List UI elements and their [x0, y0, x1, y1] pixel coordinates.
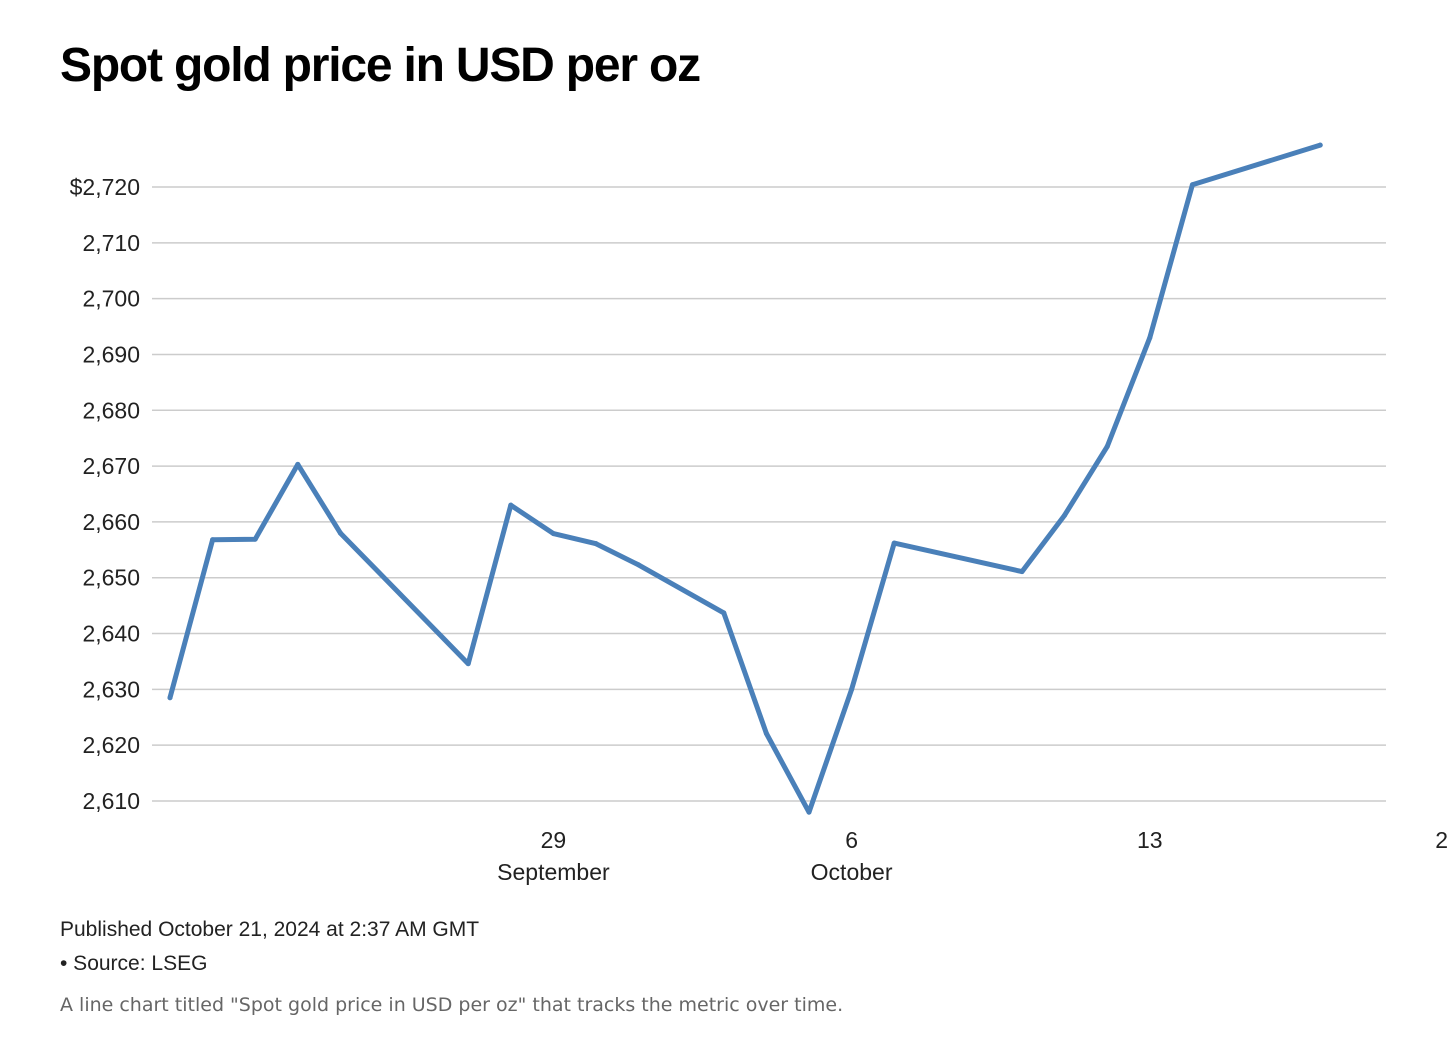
data-point — [465, 661, 471, 667]
x-tick-month-label: September — [497, 859, 610, 885]
y-axis-tick-labels: $2,720 2,710 2,700 2,690 2,680 2,670 2,660 2,65… — [70, 174, 140, 814]
gridlines — [152, 186, 1386, 802]
x-tick-label: 29 — [541, 827, 567, 853]
series-line — [167, 142, 1323, 815]
chart-title: Spot gold price in USD per oz — [60, 39, 701, 92]
data-point — [1104, 444, 1110, 450]
y-tick-label: 2,630 — [82, 676, 140, 702]
y-tick-label: 2,700 — [82, 286, 140, 312]
line-chart: $2,720 2,710 2,700 2,690 2,680 2,670 2,660 2,65… — [70, 142, 1448, 885]
published-timestamp: Published October 21, 2024 at 2:37 AM GM… — [60, 918, 480, 941]
data-point — [1062, 512, 1068, 518]
y-tick-label: 2,660 — [82, 509, 140, 535]
y-tick-label: 2,690 — [82, 341, 140, 367]
y-tick-label: 2,650 — [82, 565, 140, 591]
y-tick-label: 2,670 — [82, 453, 140, 479]
y-tick-label: 2,640 — [82, 621, 140, 647]
data-point — [252, 536, 258, 542]
data-point — [550, 531, 556, 537]
y-tick-label: $2,720 — [70, 174, 140, 200]
data-point — [210, 537, 216, 543]
x-tick-label: 20 — [1435, 827, 1448, 853]
data-point — [1317, 142, 1323, 148]
y-tick-label: 2,610 — [82, 788, 140, 814]
data-point — [721, 610, 727, 616]
data-point — [891, 540, 897, 546]
x-tick-month-label: October — [811, 859, 893, 885]
data-point — [1019, 569, 1025, 575]
data-point — [167, 695, 173, 701]
data-point — [593, 541, 599, 547]
y-tick-label: 2,680 — [82, 397, 140, 423]
x-tick-label: 6 — [845, 827, 858, 853]
data-point — [1147, 335, 1153, 341]
source-credit: • Source: LSEG — [60, 952, 208, 975]
data-point — [508, 502, 514, 508]
y-tick-label: 2,710 — [82, 230, 140, 256]
data-point — [337, 530, 343, 536]
series-layer — [167, 142, 1323, 815]
x-axis-tick-labels: 29 September 6 October 13 20 — [497, 827, 1448, 885]
chart-description: A line chart titled "Spot gold price in … — [60, 994, 844, 1016]
data-point — [806, 809, 812, 815]
data-point — [849, 686, 855, 692]
data-point — [763, 730, 769, 736]
x-tick-label: 13 — [1137, 827, 1163, 853]
data-point — [636, 562, 642, 568]
y-tick-label: 2,620 — [82, 732, 140, 758]
data-point — [1189, 182, 1195, 188]
data-point — [295, 461, 301, 467]
